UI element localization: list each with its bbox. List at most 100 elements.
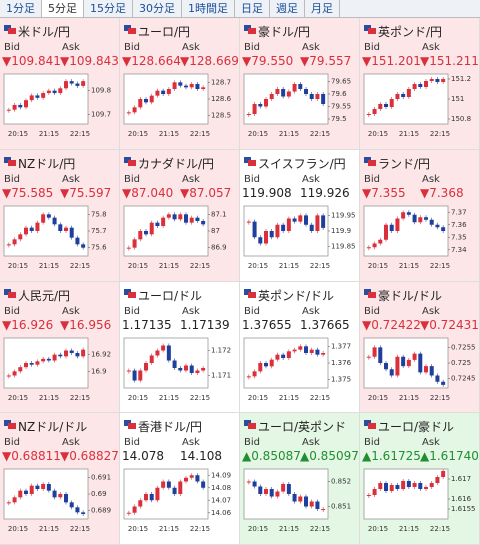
x-tick-label: 20:15 <box>8 130 28 138</box>
chart-frame <box>123 337 209 388</box>
candle <box>286 218 291 231</box>
y-tick-label: 0.7255 <box>451 343 476 351</box>
rate-tile[interactable]: スイスフラン/円 Bid Ask 119.908 119.926 119.95 119.9 1… <box>240 149 360 282</box>
y-tick-label: 7.35 <box>451 233 467 241</box>
tab[interactable]: 週足 <box>270 0 305 17</box>
candle <box>292 84 297 92</box>
flag-shape <box>4 420 11 427</box>
candle <box>195 84 200 89</box>
y-tick-label: 1.617 <box>451 475 471 483</box>
bid-label: Bid <box>244 42 260 53</box>
rate-tile[interactable]: 米ドル/円 Bid Ask ▼109.841 ▼109.843 109.8 109.7 20:… <box>0 18 120 150</box>
y-tick-label: 109.7 <box>91 110 111 118</box>
candle <box>286 91 291 97</box>
x-tick-label: 20:15 <box>368 262 388 270</box>
ask-label: Ask <box>182 173 200 185</box>
pair-name: ユーロ/英ポンド <box>258 420 347 435</box>
candle <box>315 215 320 231</box>
flag-icon <box>244 288 256 298</box>
flag-shape <box>4 288 11 295</box>
ask-label: Ask <box>422 305 440 317</box>
tab[interactable]: 1時間足 <box>182 0 235 17</box>
candle <box>429 79 434 81</box>
candle <box>401 94 406 97</box>
candle <box>184 365 188 370</box>
y-tick-label: 151 <box>451 95 464 103</box>
tab[interactable]: 月足 <box>305 0 340 17</box>
rate-tile[interactable]: ユーロ/豪ドル Bid Ask ▲1.61725 ▲1.61740 1.617 1.616 1… <box>360 413 480 545</box>
y-tick-label: 75.7 <box>91 227 107 235</box>
y-tick-label: 1.376 <box>331 359 352 367</box>
candle <box>189 475 194 478</box>
tab[interactable]: 1分足 <box>0 0 42 17</box>
tab[interactable]: 5分足 <box>42 0 84 17</box>
tab[interactable]: 30分足 <box>133 0 182 17</box>
x-tick-label: 21:15 <box>279 525 299 533</box>
candle <box>304 89 308 94</box>
rate-tile[interactable]: 英ポンド/円 Bid Ask ▼151.201 ▼151.211 151.2 151 150.… <box>360 18 480 150</box>
candle <box>246 221 251 223</box>
y-tick-label: 7.34 <box>451 246 467 254</box>
rate-tile[interactable]: 豪ドル/円 Bid Ask ▼79.550 ▼79.557 79.65 79.6 79.55 7… <box>240 18 360 150</box>
y-tick-label: 128.6 <box>211 95 232 103</box>
y-tick-label: 14.07 <box>211 497 231 505</box>
candle <box>201 367 206 370</box>
bid-value: ▼79.550 <box>242 54 294 68</box>
mini-chart: 151.2 151 150.8 20:15 21:15 22:15 <box>363 73 471 138</box>
candle <box>58 494 63 498</box>
rate-tile[interactable]: 豪ドル/ドル Bid Ask ▼0.72422 ▼0.72431 0.7255 0.725 0… <box>360 281 480 414</box>
candle <box>161 90 166 94</box>
rate-tile[interactable]: 人民元/円 Bid Ask ▼16.926 ▼16.956 16.92 16.9 20:15 2… <box>0 281 120 414</box>
candle <box>252 481 257 487</box>
rate-tile[interactable]: ユーロ/英ポンド Bid Ask ▲0.85087 ▲0.85097 0.852 0.851… <box>240 413 360 545</box>
candle <box>138 99 143 108</box>
ask-value: ▼0.68827 <box>60 449 119 464</box>
candle <box>35 222 40 231</box>
ask-value: ▼7.368 <box>420 185 464 200</box>
candle <box>149 355 154 363</box>
candle <box>275 491 280 497</box>
ask-value: 119.926 <box>300 185 350 200</box>
ask-label: Ask <box>302 437 320 449</box>
candle <box>298 345 303 350</box>
rate-tile[interactable]: 香港ドル/円 Bid Ask 14.078 14.108 14.09 14.08 14.07 1… <box>120 413 240 545</box>
bid-label: Bid <box>364 437 380 449</box>
chart-frame <box>363 337 449 388</box>
candle <box>315 349 320 355</box>
candle <box>12 497 17 503</box>
candle <box>406 89 411 97</box>
rate-tile[interactable]: NZドル/円 Bid Ask ▼75.585 ▼75.597 75.8 75.7 75.6 20… <box>0 149 120 282</box>
flag-shape <box>248 423 256 430</box>
candle <box>41 93 46 98</box>
candle <box>81 81 86 86</box>
candle <box>138 370 143 380</box>
tab[interactable]: 日足 <box>235 0 270 17</box>
bid-value: ▼87.040 <box>122 185 174 200</box>
candle <box>52 354 57 360</box>
flag-icon <box>4 25 16 34</box>
candle <box>309 501 314 507</box>
candle <box>35 360 40 365</box>
rate-tile[interactable]: NZドル/ドル Bid Ask ▼0.68811 ▼0.68827 0.691 0.69 0.… <box>0 413 120 545</box>
mini-chart: 7.37 7.36 7.35 7.34 20:15 21:15 22:15 <box>363 205 467 270</box>
flag-icon <box>124 25 136 34</box>
candle <box>75 507 80 513</box>
pair-name: ランド/円 <box>378 156 431 171</box>
flag-icon <box>4 420 16 430</box>
candle <box>195 217 200 221</box>
flag-shape <box>364 156 371 163</box>
mini-chart: 87.1 87 86.9 20:15 21:15 22:15 <box>123 205 227 270</box>
rate-tile[interactable]: ユーロ/円 Bid Ask ▼128.664 ▼128.669 128.7 128.6 128… <box>120 18 240 150</box>
tab[interactable]: 15分足 <box>84 0 133 17</box>
candle <box>64 350 68 356</box>
candle <box>46 214 51 218</box>
candle <box>64 227 68 231</box>
rate-tile[interactable]: カナダドル/円 Bid Ask ▼87.040 ▼87.057 87.1 87 86.9 20:… <box>120 149 240 282</box>
candle <box>246 114 251 115</box>
rate-tile[interactable]: ユーロ/ドル Bid Ask 1.17135 1.17139 1.172 1.171 20:1… <box>120 281 240 414</box>
candle <box>178 481 183 495</box>
candle <box>41 484 46 490</box>
ask-label: Ask <box>182 42 200 53</box>
rate-tile[interactable]: 英ポンド/ドル Bid Ask 1.37655 1.37665 1.377 1.376 1.3… <box>240 281 360 414</box>
rate-tile[interactable]: ランド/円 Bid Ask ▼7.355 ▼7.368 7.37 7.36 7.35 7.34 2… <box>360 149 480 282</box>
